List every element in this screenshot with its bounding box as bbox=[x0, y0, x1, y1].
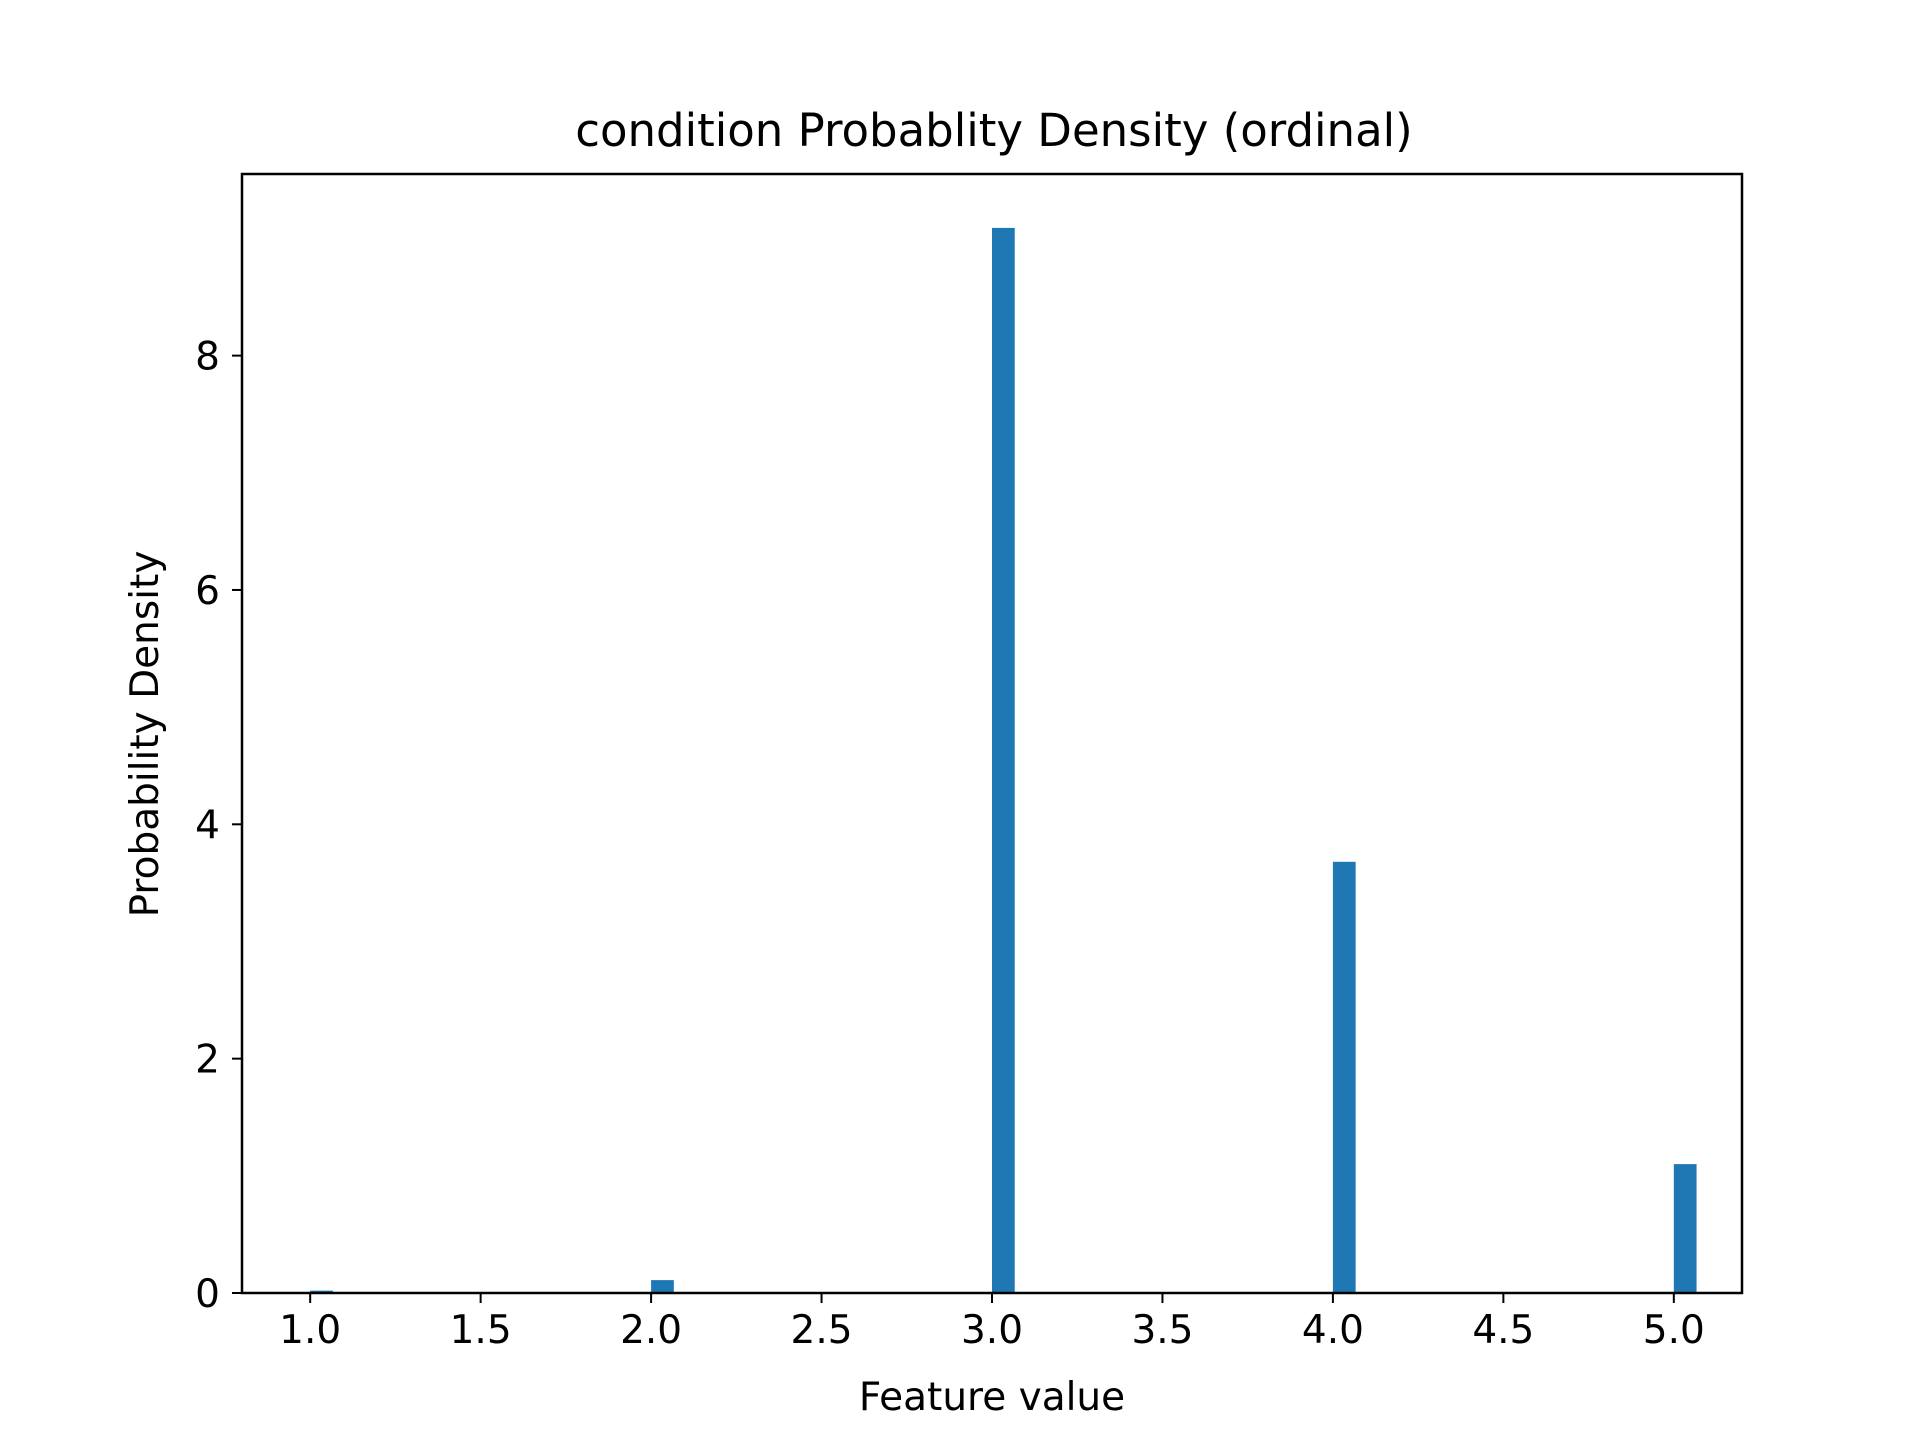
bar-2.0 bbox=[651, 1280, 674, 1293]
x-tick-label: 2.0 bbox=[620, 1308, 682, 1353]
y-tick-label: 4 bbox=[195, 803, 220, 848]
x-tick-label: 4.0 bbox=[1302, 1308, 1364, 1353]
x-axis-ticks: 1.0 1.5 2.0 2.5 3.0 3.5 4.0 4.5 5.0 bbox=[279, 1293, 1705, 1353]
y-tick-label: 6 bbox=[195, 569, 220, 614]
x-tick-label: 3.0 bbox=[961, 1308, 1023, 1353]
x-tick-label: 4.5 bbox=[1472, 1308, 1534, 1353]
bar-4.0 bbox=[1332, 861, 1356, 1293]
x-tick-label: 5.0 bbox=[1643, 1308, 1705, 1353]
x-tick-label: 1.5 bbox=[450, 1308, 512, 1353]
bar-5.0 bbox=[1673, 1164, 1697, 1293]
x-tick-label: 2.5 bbox=[791, 1308, 853, 1353]
y-tick-label: 0 bbox=[195, 1272, 220, 1317]
y-axis-label: Probability Density bbox=[123, 551, 168, 918]
chart-title: condition Probablity Density (ordinal) bbox=[575, 104, 1412, 157]
x-axis-label: Feature value bbox=[859, 1375, 1125, 1420]
y-tick-label: 8 bbox=[195, 335, 220, 380]
x-tick-label: 1.0 bbox=[279, 1308, 341, 1353]
y-tick-label: 2 bbox=[195, 1038, 220, 1083]
bars-group bbox=[310, 227, 1697, 1294]
x-tick-label: 3.5 bbox=[1131, 1308, 1193, 1353]
bar-3.0 bbox=[992, 227, 1015, 1294]
y-axis-ticks: 0 2 4 6 8 bbox=[195, 335, 242, 1317]
